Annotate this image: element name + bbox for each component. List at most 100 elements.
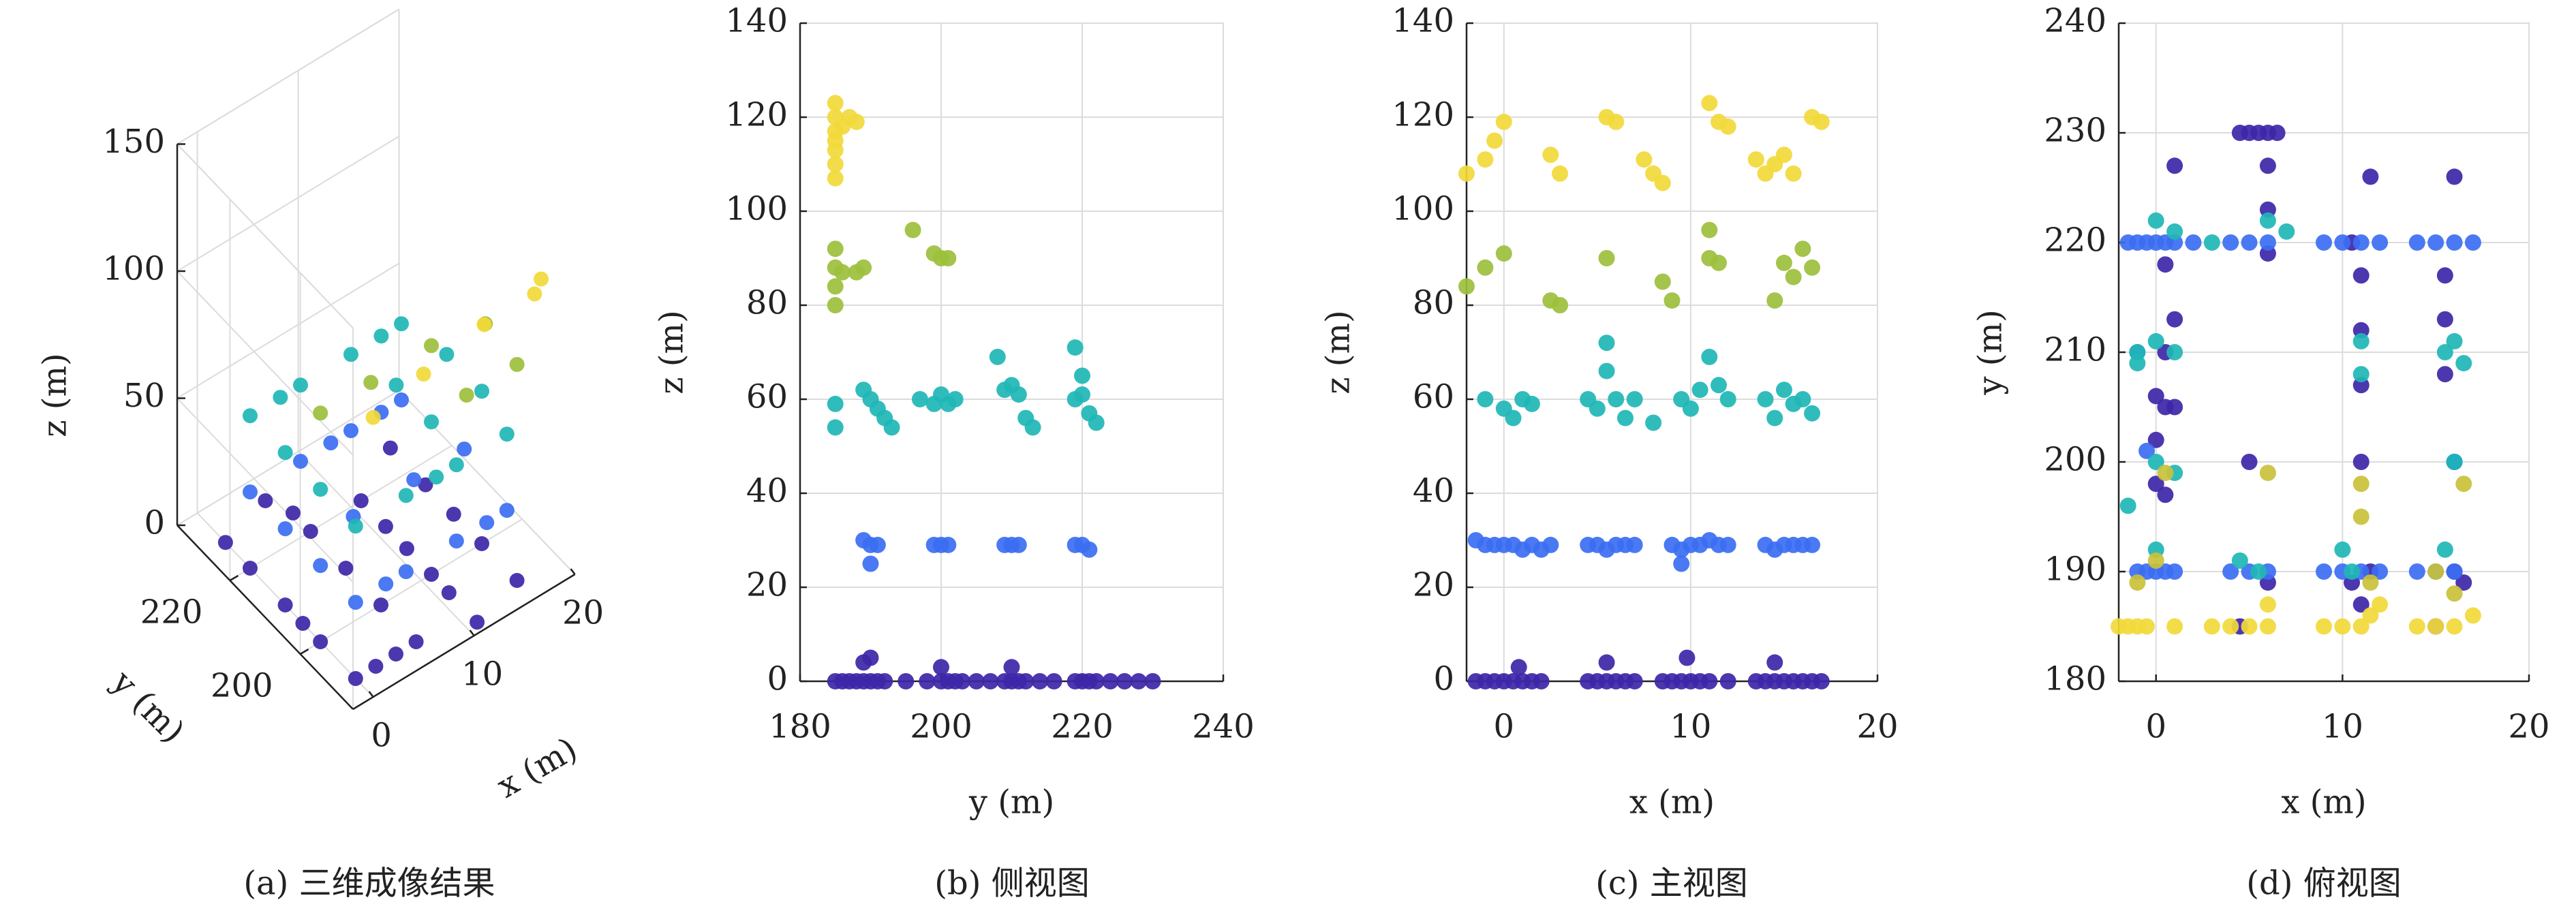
point: [2446, 332, 2463, 349]
point: [1691, 382, 1708, 399]
point: [2427, 618, 2444, 635]
point: [1711, 377, 1728, 394]
point: [2372, 563, 2389, 580]
y-tick-label: 0: [1433, 660, 1454, 698]
point: [1804, 405, 1821, 422]
point: [848, 113, 865, 130]
point: [827, 170, 844, 187]
point: [323, 435, 339, 451]
z-tick-label: 100: [102, 250, 165, 288]
y-tick-label: 40: [1413, 472, 1454, 510]
y-tick-label: 200: [2044, 441, 2106, 479]
point: [2147, 388, 2164, 405]
grid-line: [177, 262, 400, 399]
point: [343, 347, 358, 362]
point: [1598, 250, 1615, 266]
point: [2241, 618, 2258, 635]
y-tick-label: 120: [1392, 96, 1454, 134]
point: [408, 634, 424, 649]
point: [277, 597, 293, 612]
point: [1757, 391, 1774, 407]
point: [1102, 673, 1119, 689]
point: [1616, 409, 1634, 426]
y-tick-label: 40: [746, 472, 788, 510]
point: [2464, 234, 2481, 251]
point: [1608, 113, 1625, 130]
point: [1766, 654, 1783, 671]
point: [295, 616, 311, 631]
point: [258, 493, 273, 508]
point: [968, 673, 985, 689]
x-tick-label: 180: [769, 708, 831, 746]
point: [2166, 618, 2183, 635]
point: [2203, 618, 2220, 635]
z-axis-label: z (m): [36, 353, 74, 437]
point: [303, 524, 318, 539]
z-tick-label: 150: [102, 123, 165, 161]
y-tick-label: 60: [1413, 378, 1454, 416]
point: [1477, 151, 1494, 168]
point: [2436, 311, 2453, 328]
point: [827, 132, 844, 149]
point: [399, 541, 414, 557]
point: [2427, 234, 2444, 251]
point: [378, 576, 394, 592]
point: [1088, 414, 1105, 431]
point: [2372, 596, 2389, 613]
point: [373, 328, 389, 344]
point: [343, 423, 358, 439]
point: [2185, 234, 2202, 251]
x-tick-label: 20: [2508, 708, 2549, 746]
x-tick-label: 10: [2322, 708, 2363, 746]
y-axis-label: y (m): [1972, 309, 2010, 395]
y-tick-label: 120: [725, 96, 788, 134]
point: [2147, 332, 2164, 349]
point: [243, 408, 258, 424]
point: [940, 250, 957, 266]
point: [1813, 113, 1830, 130]
point: [313, 482, 328, 497]
point: [1067, 339, 1084, 356]
point: [1701, 348, 1718, 365]
y-axis-label: z (m): [653, 310, 691, 394]
grid-line: [297, 451, 475, 636]
point: [1654, 273, 1671, 290]
y-tick-label: 230: [2044, 112, 2106, 150]
point: [989, 348, 1006, 365]
point: [2129, 574, 2146, 591]
point: [1589, 400, 1606, 417]
y-tick-label: 20: [746, 566, 788, 604]
point: [1785, 268, 1802, 285]
grid-line: [177, 136, 400, 272]
point: [933, 659, 949, 676]
point: [1785, 165, 1802, 182]
point: [1510, 659, 1527, 676]
point: [406, 472, 422, 488]
point: [348, 595, 363, 610]
y-tick-label: 220: [2044, 221, 2106, 260]
y-tick-label: 100: [1392, 190, 1454, 228]
point: [827, 395, 844, 412]
point: [378, 518, 393, 534]
point: [1144, 673, 1161, 689]
point: [1804, 536, 1821, 553]
point: [2408, 234, 2425, 251]
x-tick-label: 20: [1856, 708, 1898, 746]
point: [448, 457, 464, 473]
point: [2138, 618, 2156, 635]
x-tick-label: 220: [1051, 708, 1114, 746]
point: [2362, 607, 2379, 624]
point: [855, 259, 872, 276]
point: [2352, 508, 2370, 525]
point: [1486, 132, 1503, 149]
x-axis-label: x (m): [2281, 783, 2366, 822]
point: [2352, 332, 2370, 349]
point: [338, 561, 354, 576]
grid-line: [229, 445, 453, 581]
grid-line: [177, 397, 354, 583]
point: [2222, 618, 2239, 635]
point: [424, 338, 439, 354]
point: [2362, 574, 2379, 591]
x-axis: [352, 573, 576, 711]
y-tick: [299, 648, 309, 655]
